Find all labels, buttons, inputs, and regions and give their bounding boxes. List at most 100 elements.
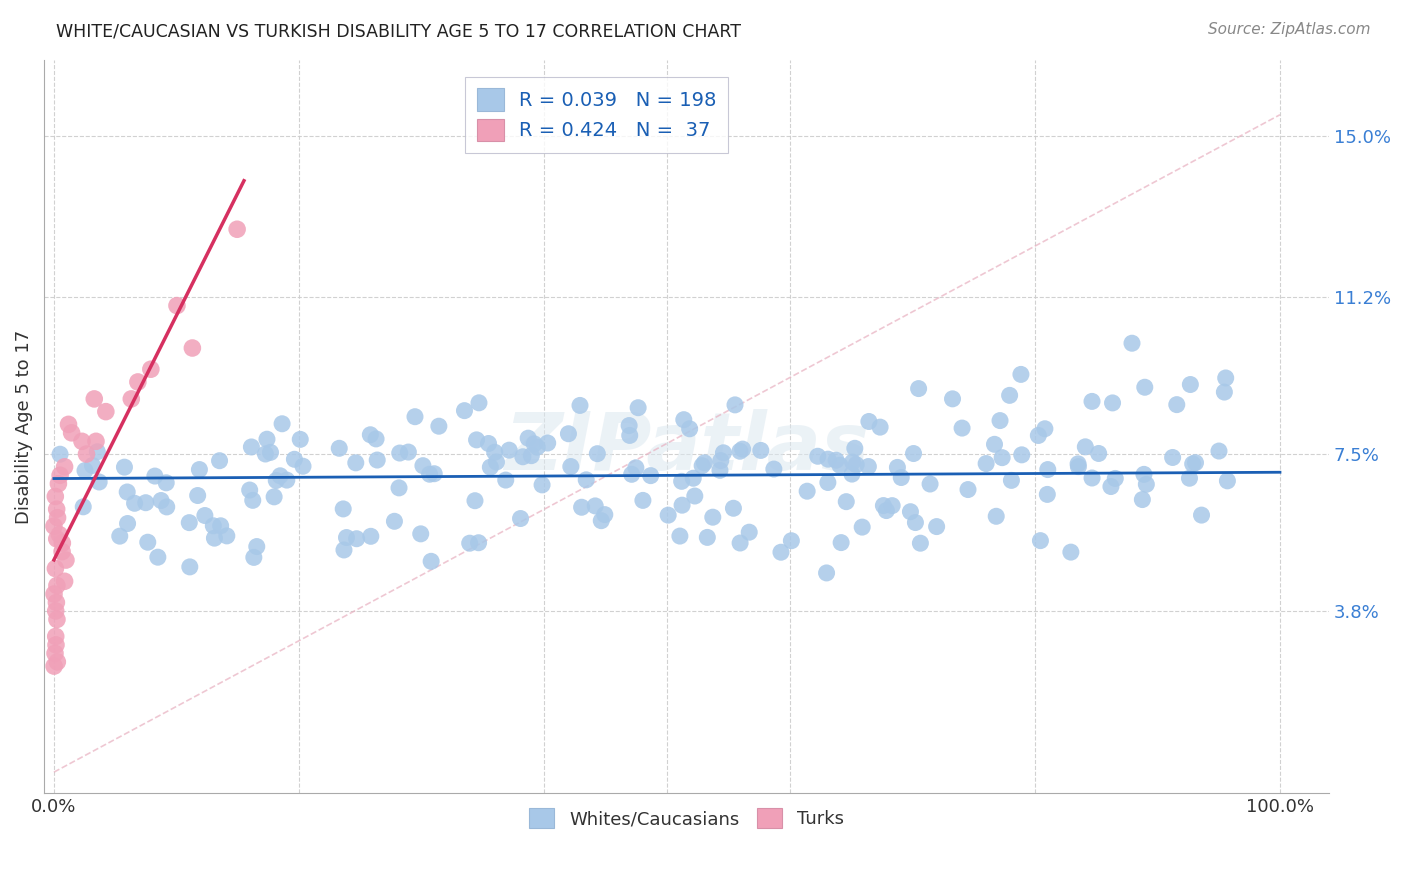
Point bbox=[1180, 377, 1202, 392]
Point bbox=[156, 500, 179, 514]
Point bbox=[709, 463, 731, 477]
Point bbox=[73, 464, 96, 478]
Point bbox=[419, 467, 441, 482]
Point bbox=[571, 500, 593, 515]
Point bbox=[276, 473, 298, 487]
Y-axis label: Disability Age 5 to 17: Disability Age 5 to 17 bbox=[15, 329, 32, 524]
Point bbox=[240, 440, 263, 454]
Point bbox=[1081, 471, 1104, 485]
Point bbox=[890, 470, 912, 484]
Point bbox=[209, 518, 232, 533]
Point bbox=[904, 516, 927, 530]
Point bbox=[83, 392, 105, 406]
Point bbox=[46, 655, 69, 669]
Point bbox=[51, 536, 73, 550]
Point bbox=[671, 498, 693, 512]
Point bbox=[42, 519, 65, 533]
Point bbox=[693, 456, 716, 470]
Point bbox=[683, 489, 706, 503]
Point bbox=[239, 483, 262, 497]
Point bbox=[139, 362, 162, 376]
Point bbox=[86, 444, 108, 458]
Point bbox=[179, 560, 201, 574]
Point bbox=[762, 462, 785, 476]
Point bbox=[1130, 492, 1153, 507]
Point bbox=[181, 341, 204, 355]
Point bbox=[49, 447, 72, 461]
Point bbox=[72, 500, 94, 514]
Point bbox=[135, 496, 157, 510]
Point bbox=[53, 574, 76, 589]
Point bbox=[114, 460, 136, 475]
Point bbox=[682, 471, 704, 485]
Point bbox=[53, 459, 76, 474]
Point bbox=[728, 444, 751, 458]
Point bbox=[1208, 444, 1230, 458]
Point bbox=[269, 468, 291, 483]
Point bbox=[858, 415, 880, 429]
Point bbox=[246, 540, 269, 554]
Text: WHITE/CAUCASIAN VS TURKISH DISABILITY AGE 5 TO 17 CORRELATION CHART: WHITE/CAUCASIAN VS TURKISH DISABILITY AG… bbox=[56, 22, 741, 40]
Point bbox=[620, 467, 643, 482]
Point bbox=[335, 531, 357, 545]
Point bbox=[1133, 467, 1156, 482]
Point bbox=[1215, 371, 1237, 385]
Point bbox=[575, 473, 598, 487]
Point bbox=[886, 460, 908, 475]
Point bbox=[1087, 446, 1109, 460]
Point bbox=[835, 494, 858, 508]
Point bbox=[526, 440, 548, 454]
Point bbox=[672, 412, 695, 426]
Point bbox=[458, 536, 481, 550]
Text: Source: ZipAtlas.com: Source: ZipAtlas.com bbox=[1208, 22, 1371, 37]
Point bbox=[179, 516, 201, 530]
Point bbox=[723, 501, 745, 516]
Point bbox=[1181, 457, 1204, 471]
Point bbox=[187, 489, 209, 503]
Point bbox=[384, 514, 406, 528]
Point bbox=[657, 508, 679, 523]
Point bbox=[828, 458, 851, 473]
Point bbox=[51, 544, 73, 558]
Point bbox=[124, 496, 146, 510]
Point bbox=[557, 426, 579, 441]
Point bbox=[983, 437, 1005, 451]
Point bbox=[624, 460, 647, 475]
Point bbox=[117, 516, 139, 531]
Point bbox=[427, 419, 450, 434]
Point bbox=[45, 638, 67, 652]
Point bbox=[583, 499, 606, 513]
Point bbox=[845, 458, 868, 472]
Point bbox=[841, 467, 863, 481]
Point bbox=[468, 396, 491, 410]
Point bbox=[956, 483, 979, 497]
Point bbox=[1028, 428, 1050, 442]
Point bbox=[465, 433, 488, 447]
Point bbox=[520, 449, 543, 463]
Point bbox=[1213, 385, 1236, 400]
Point bbox=[48, 527, 70, 541]
Point bbox=[49, 468, 72, 483]
Point bbox=[495, 473, 517, 487]
Point bbox=[1166, 398, 1188, 412]
Point bbox=[290, 433, 312, 447]
Point bbox=[46, 510, 69, 524]
Point bbox=[388, 481, 411, 495]
Point bbox=[58, 417, 80, 432]
Point bbox=[749, 443, 772, 458]
Point bbox=[537, 436, 560, 450]
Point bbox=[825, 453, 848, 467]
Point bbox=[900, 505, 922, 519]
Point bbox=[769, 545, 792, 559]
Point bbox=[1104, 471, 1126, 485]
Point bbox=[1067, 459, 1090, 474]
Point bbox=[155, 475, 177, 490]
Point bbox=[696, 530, 718, 544]
Point bbox=[591, 514, 613, 528]
Point bbox=[1135, 477, 1157, 491]
Point bbox=[498, 443, 520, 458]
Point bbox=[882, 499, 904, 513]
Point bbox=[1010, 368, 1032, 382]
Point bbox=[204, 531, 226, 545]
Point bbox=[907, 382, 929, 396]
